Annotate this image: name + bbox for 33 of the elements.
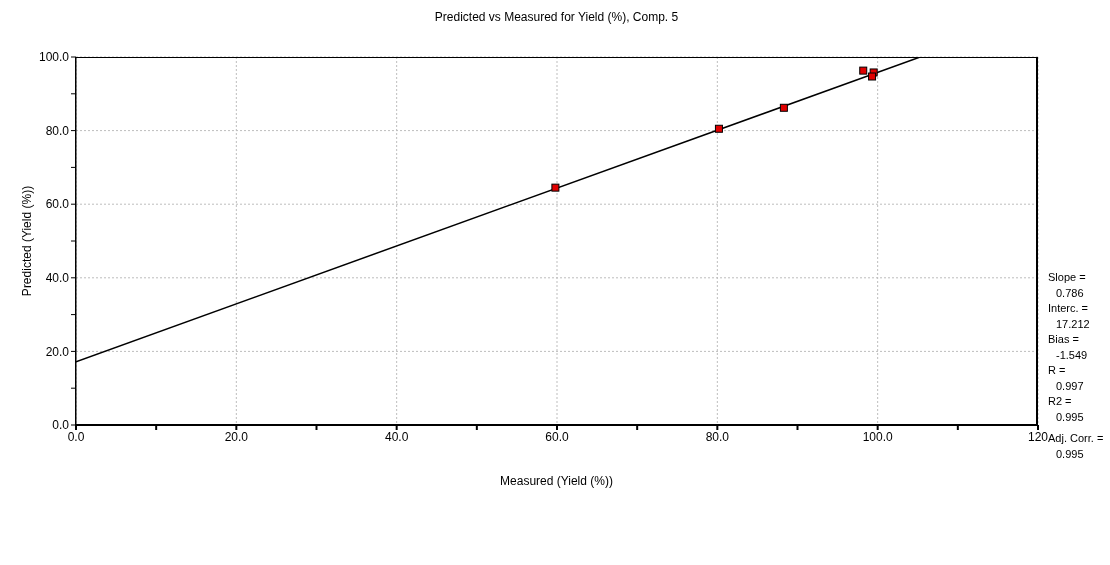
text: R = [1048,363,1067,378]
x-tick-label: 80.0 [705,429,730,444]
y-tick-label: 100.0 [38,50,70,65]
text: Adj. Corr. = [1048,431,1104,446]
x-tick-label: 20.0 [224,429,249,444]
text: -1.549 [1055,347,1089,363]
text: 17.212 [1055,316,1091,332]
point [868,72,877,81]
y-tick-label: 40.0 [45,271,70,286]
x-tick-label: 120 [1027,429,1049,444]
x-tick-label: 0.0 [67,429,85,444]
text: 0.997 [1055,378,1085,394]
text: Bias = [1048,332,1080,347]
text: 0.995 [1055,446,1085,462]
y-tick-label: 80.0 [45,123,70,138]
text: 0.995 [1055,409,1085,425]
y-tick-label: 60.0 [45,197,70,212]
x-axis-title: Measured (Yield (%)) [499,474,614,488]
text: R2 = [1048,394,1073,409]
y-axis-title: Predicted (Yield (%)) [20,185,35,297]
point [551,183,560,192]
x-tick-label: 60.0 [545,429,569,444]
text: Slope = [1048,270,1087,285]
point [714,124,723,133]
y-tick-label: 20.0 [45,344,70,359]
chart-title: Predicted vs Measured for Yield (%), Comp. 5 [433,10,680,24]
text: Interc. = [1048,301,1090,316]
text: 0.786 [1055,285,1085,301]
point [859,66,868,75]
x-tick-label: 40.0 [384,429,409,444]
point [779,103,788,112]
y-tick-label: 0.0 [52,418,70,433]
x-tick-label: 100.0 [862,429,894,444]
